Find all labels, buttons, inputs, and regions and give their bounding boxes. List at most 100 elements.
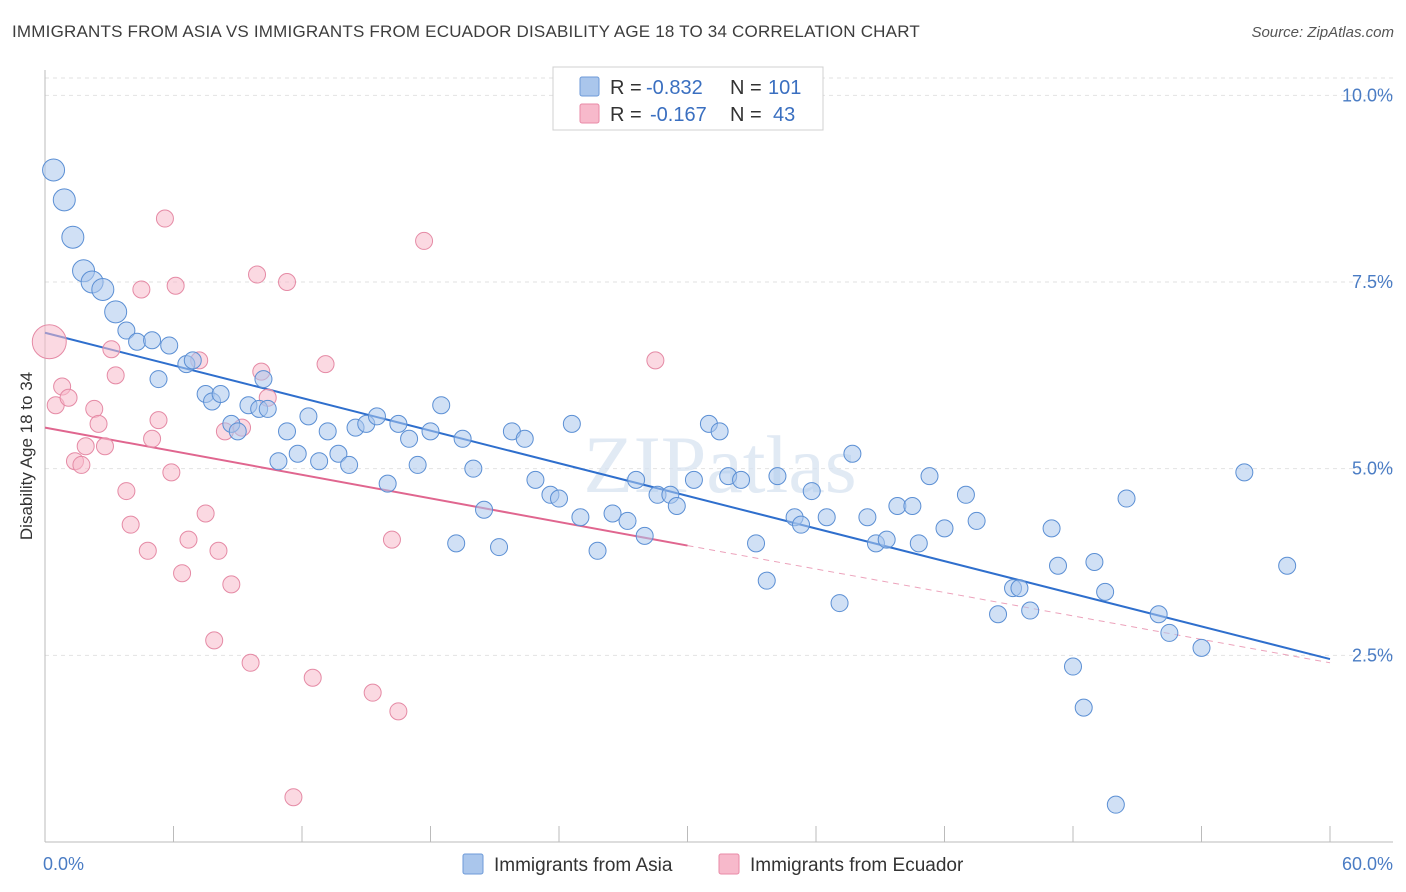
point-ecuador: [173, 564, 192, 583]
point-asia: [475, 500, 494, 519]
point-asia: [635, 526, 654, 545]
point-asia: [1106, 795, 1125, 814]
point-asia: [1117, 489, 1136, 508]
bottom-legend-label-ecuador: Immigrants from Ecuador: [750, 855, 964, 876]
point-asia: [920, 467, 939, 486]
point-asia: [269, 452, 288, 471]
point-asia: [571, 508, 590, 527]
chart-title: IMMIGRANTS FROM ASIA VS IMMIGRANTS FROM …: [12, 22, 920, 41]
point-asia: [732, 470, 751, 489]
point-asia: [211, 385, 230, 403]
point-asia: [757, 571, 776, 590]
point-ecuador: [241, 653, 260, 672]
point-ecuador: [303, 668, 322, 687]
scatter-points: [31, 158, 1297, 814]
point-ecuador: [117, 482, 136, 501]
point-asia: [792, 515, 811, 534]
point-ecuador: [132, 280, 151, 299]
point-asia: [288, 444, 307, 463]
point-asia: [143, 331, 162, 350]
point-asia: [667, 497, 686, 515]
point-asia: [149, 370, 168, 389]
point-ecuador: [166, 276, 185, 295]
point-asia: [42, 158, 66, 182]
point-ecuador: [248, 265, 267, 284]
gridlines: [45, 77, 1393, 656]
y-axis-label: Disability Age 18 to 34: [17, 372, 36, 540]
point-asia: [1085, 553, 1104, 571]
legend-r-label-asia: R =: [610, 77, 642, 99]
point-asia: [258, 399, 277, 418]
point-asia: [888, 497, 907, 515]
point-asia: [618, 511, 637, 530]
legend-n-label-asia: N =: [730, 77, 762, 99]
bottom-legend-swatch-ecuador: [718, 853, 740, 875]
point-asia: [877, 530, 896, 549]
trend-line-extension-1: [687, 545, 1331, 664]
point-asia: [562, 414, 581, 433]
point-asia: [228, 422, 247, 441]
point-ecuador: [389, 702, 408, 721]
bottom-legend-swatch-asia: [462, 853, 484, 875]
point-ecuador: [143, 429, 162, 448]
point-ecuador: [59, 388, 78, 407]
point-ecuador: [316, 355, 335, 374]
y-tick-label: 7.5%: [1352, 272, 1393, 292]
point-asia: [1278, 556, 1297, 575]
point-asia: [318, 422, 337, 441]
point-ecuador: [72, 455, 91, 474]
point-asia: [710, 422, 729, 441]
point-asia: [550, 489, 568, 508]
point-ecuador: [646, 351, 665, 370]
point-asia: [160, 336, 179, 355]
point-ecuador: [85, 399, 104, 418]
x-tick-label-max: 60.0%: [1342, 854, 1393, 874]
point-asia: [1096, 582, 1115, 601]
point-asia: [830, 594, 849, 613]
point-ecuador: [149, 411, 168, 430]
point-ecuador: [89, 414, 108, 433]
x-tick-label-min: 0.0%: [43, 854, 84, 874]
point-ecuador: [95, 437, 114, 456]
point-asia: [104, 300, 128, 324]
point-asia: [378, 474, 397, 493]
point-asia: [967, 511, 986, 530]
point-asia: [432, 396, 451, 415]
bottom-legend: Immigrants from Asia Immigrants from Ecu…: [462, 853, 964, 876]
point-asia: [1074, 698, 1093, 717]
point-asia: [1010, 579, 1029, 598]
y-tick-label: 10.0%: [1342, 85, 1393, 105]
point-asia: [453, 429, 472, 448]
point-ecuador: [209, 541, 228, 560]
axes: [44, 70, 1393, 843]
point-asia: [128, 332, 147, 351]
point-asia: [329, 444, 348, 463]
point-asia: [903, 497, 922, 515]
point-ecuador: [106, 366, 125, 385]
point-asia: [768, 467, 787, 486]
legend-n-label-ecuador: N =: [730, 104, 762, 126]
point-ecuador: [121, 515, 140, 534]
trend-line-0: [44, 331, 1331, 661]
point-asia: [526, 470, 545, 489]
point-asia: [117, 321, 136, 340]
legend-n-value-asia: 101: [768, 77, 801, 99]
point-asia: [956, 485, 975, 504]
point-asia: [1049, 556, 1068, 575]
point-ecuador: [138, 541, 157, 560]
point-asia: [1021, 601, 1040, 620]
point-asia: [400, 429, 419, 448]
point-asia: [52, 188, 76, 212]
point-ecuador: [284, 788, 303, 807]
point-asia: [843, 444, 862, 463]
point-asia: [490, 538, 509, 557]
bottom-legend-label-asia: Immigrants from Asia: [494, 855, 673, 876]
point-asia: [183, 351, 202, 370]
point-ecuador: [179, 530, 198, 549]
legend-box: R = -0.832 N = 101 R = -0.167 N = 43: [552, 66, 824, 131]
point-asia: [603, 504, 622, 523]
point-asia: [989, 605, 1008, 624]
point-asia: [447, 534, 466, 553]
point-ecuador: [222, 575, 241, 594]
